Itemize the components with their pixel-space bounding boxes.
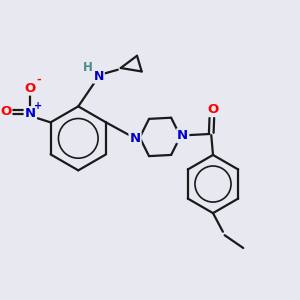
Text: O: O [0, 105, 11, 118]
Text: O: O [25, 82, 36, 94]
Text: H: H [83, 61, 93, 74]
Text: N: N [93, 70, 104, 83]
Text: O: O [207, 103, 219, 116]
Text: -: - [36, 75, 41, 85]
Text: N: N [25, 107, 36, 120]
Text: N: N [177, 129, 188, 142]
Text: +: + [34, 100, 42, 110]
Text: N: N [130, 132, 141, 145]
